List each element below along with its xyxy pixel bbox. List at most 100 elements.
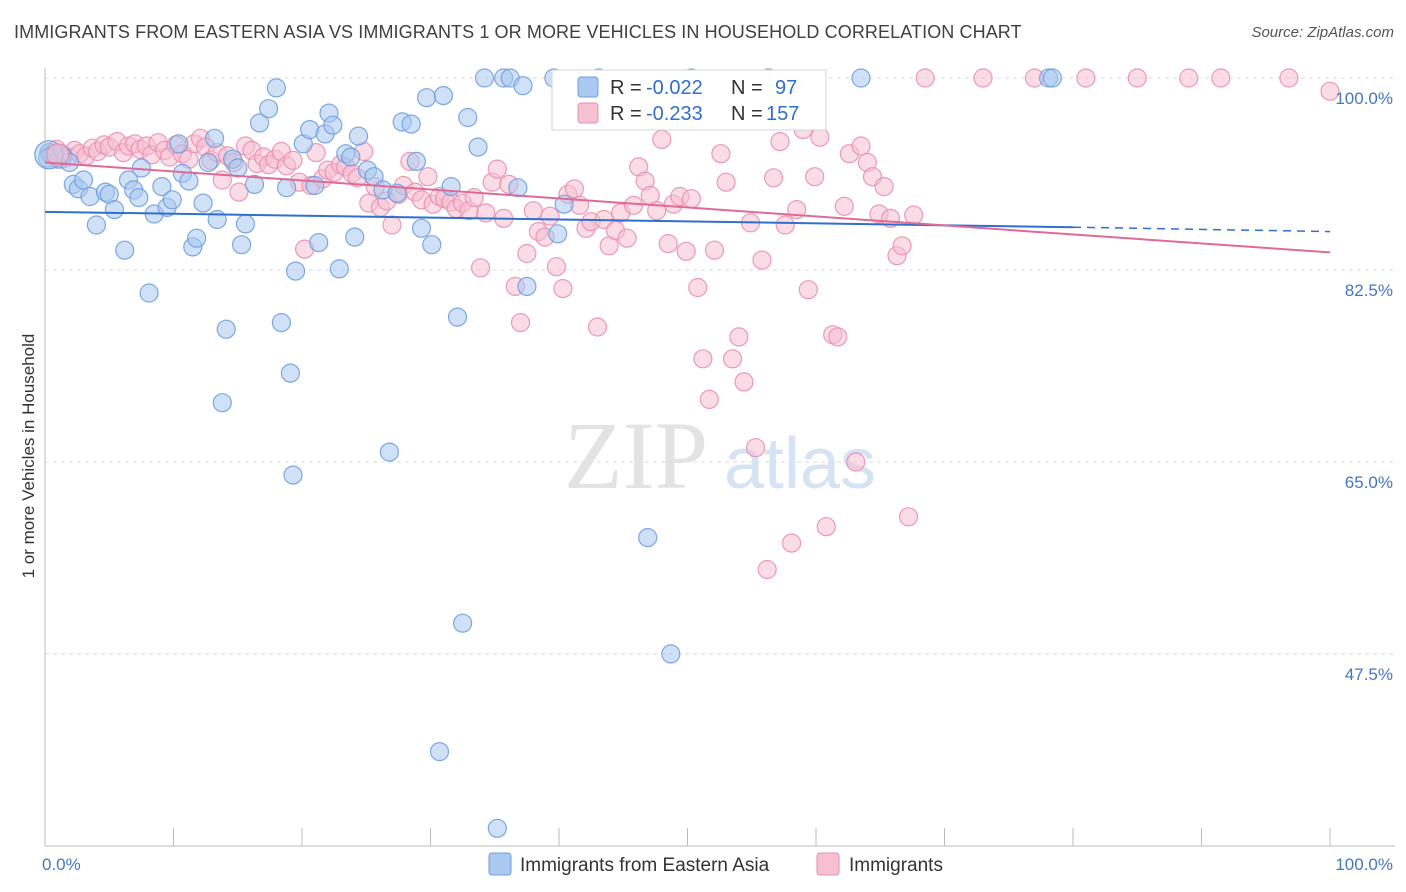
point-immigrants (874, 177, 894, 197)
y-tick-label: 82.5% (1345, 281, 1393, 300)
point-eastern-asia (341, 147, 361, 167)
point-eastern-asia (433, 85, 453, 106)
watermark: ZIP atlas (564, 402, 876, 509)
point-eastern-asia (115, 240, 135, 260)
point-immigrants (553, 279, 573, 299)
point-immigrants (704, 240, 725, 260)
watermark-zip: ZIP (564, 402, 708, 509)
point-eastern-asia (1042, 68, 1063, 88)
point-eastern-asia (422, 235, 442, 255)
stats-swatch-pink (577, 102, 599, 124)
point-immigrants (810, 127, 830, 147)
point-immigrants-cluster (46, 143, 70, 167)
point-eastern-asia (309, 233, 329, 253)
point-eastern-asia (266, 78, 286, 98)
point-eastern-asia (86, 215, 107, 235)
point-immigrants (828, 327, 848, 347)
point-eastern-asia (162, 190, 182, 210)
point-immigrants (693, 349, 713, 369)
point-immigrants (752, 250, 772, 270)
legend-label-blue: Immigrants from Eastern Asia (520, 855, 770, 876)
point-immigrants (540, 206, 560, 226)
point-eastern-asia (401, 114, 421, 134)
point-eastern-asia (305, 175, 325, 196)
point-eastern-asia (323, 115, 343, 135)
point-eastern-asia (441, 177, 461, 197)
point-immigrants (851, 136, 871, 156)
y-tick-label: 100.0% (1335, 89, 1393, 108)
point-immigrants (658, 234, 678, 254)
point-immigrants (915, 68, 935, 88)
point-immigrants (1127, 68, 1147, 88)
point-eastern-asia (179, 171, 199, 191)
point-immigrants (722, 349, 743, 369)
point-eastern-asia (513, 76, 533, 96)
chart-source: Source: ZipAtlas.com (1251, 24, 1394, 41)
point-immigrants (517, 243, 537, 264)
point-eastern-asia (250, 113, 270, 133)
trend-line-immigrants (44, 161, 1331, 254)
point-immigrants (892, 236, 912, 256)
stats-n-value-blue: 97 (775, 77, 797, 99)
point-eastern-asia (207, 209, 227, 230)
trend-lines (44, 161, 1331, 254)
point-immigrants (775, 215, 795, 235)
point-eastern-asia (244, 174, 265, 194)
trend-line-eastern-asia (44, 210, 1074, 229)
stats-swatch-blue (577, 76, 599, 98)
point-eastern-asia (429, 741, 450, 762)
point-immigrants (1179, 68, 1199, 88)
point-eastern-asia (379, 442, 399, 462)
y-tick-labels: 100.0% 82.5% 65.0% 47.5% (1335, 89, 1393, 684)
point-eastern-asia (661, 644, 681, 664)
point-eastern-asia (152, 177, 172, 197)
point-eastern-asia (271, 313, 291, 333)
point-immigrants (816, 517, 836, 537)
point-immigrants (1211, 68, 1231, 88)
stats-legend: R = -0.022 N = 97 R = -0.233 N = 157 (551, 69, 827, 131)
point-immigrants (846, 452, 866, 472)
point-eastern-asia (474, 68, 495, 88)
point-immigrants (716, 172, 736, 192)
point-immigrants (471, 258, 491, 278)
point-eastern-asia (345, 227, 365, 247)
point-eastern-asia (104, 200, 125, 220)
stats-r-value-blue: -0.022 (646, 77, 703, 99)
point-eastern-asia (187, 228, 207, 248)
x-tick-labels: 0.0% 100.0% (42, 855, 1393, 874)
point-eastern-asia (453, 613, 473, 633)
point-immigrants (681, 189, 702, 209)
point-immigrants (757, 559, 777, 580)
point-eastern-asia (286, 261, 306, 281)
point-immigrants (418, 167, 438, 187)
point-eastern-asia (468, 137, 488, 157)
point-immigrants (898, 507, 919, 527)
stats-n-value-pink: 157 (766, 103, 799, 125)
point-immigrants (510, 313, 531, 333)
point-eastern-asia (508, 178, 528, 198)
point-eastern-asia (548, 224, 568, 244)
point-eastern-asia (212, 393, 232, 413)
point-immigrants (229, 182, 249, 202)
point-immigrants (587, 317, 608, 337)
point-immigrants (729, 327, 749, 347)
point-eastern-asia (348, 126, 369, 146)
point-eastern-asia (406, 151, 426, 171)
point-immigrants (973, 68, 993, 88)
point-immigrants (763, 168, 784, 188)
stats-r-label-pink: R = (610, 103, 642, 125)
legend-swatch-pink (816, 852, 840, 876)
point-eastern-asia (205, 128, 225, 148)
point-eastern-asia (129, 188, 149, 208)
point-immigrants (546, 257, 567, 277)
point-immigrants (770, 132, 790, 152)
point-immigrants (623, 195, 644, 215)
point-immigrants (523, 201, 543, 221)
point-immigrants (676, 241, 696, 261)
y-tick-label: 47.5% (1345, 665, 1393, 684)
y-axis-title: 1 or more Vehicles in Household (19, 334, 38, 579)
point-eastern-asia (458, 107, 478, 128)
point-immigrants (805, 167, 825, 187)
point-immigrants (745, 438, 766, 458)
legend-swatch-blue (488, 852, 512, 876)
